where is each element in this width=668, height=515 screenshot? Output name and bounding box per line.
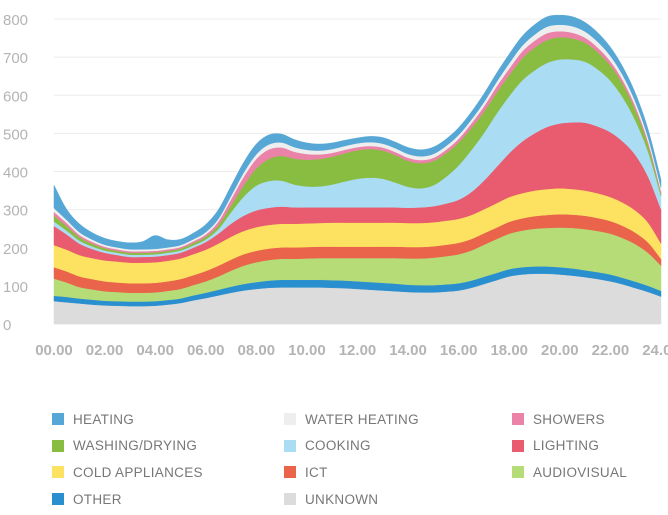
legend-item: ICT xyxy=(284,462,328,482)
legend-label: UNKNOWN xyxy=(305,491,379,507)
y-tick-label: 0 xyxy=(3,317,11,334)
legend-label: HEATING xyxy=(73,411,135,427)
legend-swatch xyxy=(52,439,64,452)
legend-swatch xyxy=(512,466,524,479)
y-tick-label: 400 xyxy=(3,165,28,182)
legend-label: COOKING xyxy=(305,438,371,454)
x-tick-label: 18.00 xyxy=(490,342,528,359)
y-axis-ticks: 0 100 200 300 400 500 600 700 800 xyxy=(3,12,28,334)
legend-label: AUDIOVISUAL xyxy=(533,464,628,480)
y-tick-label: 500 xyxy=(3,126,28,143)
legend-label: ICT xyxy=(305,464,328,480)
legend-swatch xyxy=(512,439,524,452)
legend-label: WATER HEATING xyxy=(305,411,419,427)
y-tick-label: 100 xyxy=(3,279,28,296)
legend-swatch xyxy=(284,466,296,479)
legend-swatch xyxy=(52,493,64,506)
area-series xyxy=(53,14,662,325)
legend-item: OTHER xyxy=(52,489,122,509)
legend-label: OTHER xyxy=(73,491,122,507)
legend-swatch xyxy=(52,413,64,425)
legend-item: AUDIOVISUAL xyxy=(512,462,627,482)
legend-item: COOKING xyxy=(284,436,371,456)
y-tick-label: 700 xyxy=(3,50,28,67)
legend-label: COLD APPLIANCES xyxy=(73,464,203,480)
legend-swatch xyxy=(52,466,64,479)
x-tick-label: 08.00 xyxy=(238,342,276,359)
legend-swatch xyxy=(512,413,524,425)
legend-item: HEATING xyxy=(52,409,134,429)
y-tick-label: 300 xyxy=(3,203,28,220)
stacked-area-chart: 0 100 200 300 400 500 600 700 800 00.00 02.00 04.0… xyxy=(3,12,668,359)
legend-item: WASHING/DRYING xyxy=(52,436,197,456)
legend-label: WASHING/DRYING xyxy=(73,438,198,454)
x-tick-label: 06.00 xyxy=(187,342,225,359)
y-tick-label: 600 xyxy=(3,88,28,105)
x-tick-label: 20.00 xyxy=(541,342,579,359)
legend-item: UNKNOWN xyxy=(284,489,378,509)
legend-item: COLD APPLIANCES xyxy=(52,462,203,482)
x-tick-label: 10.00 xyxy=(288,342,326,359)
x-tick-label: 14.00 xyxy=(389,342,427,359)
legend-label: SHOWERS xyxy=(533,411,605,427)
legend-item: SHOWERS xyxy=(512,409,605,429)
legend-item: LIGHTING xyxy=(512,436,599,456)
x-tick-label: 22.00 xyxy=(592,342,630,359)
x-tick-label: 02.00 xyxy=(86,342,124,359)
x-tick-label: 24.00 xyxy=(642,342,668,359)
legend-swatch xyxy=(284,413,296,425)
legend: HEATING WATER HEATING SHOWERS WASHING/DRYIN… xyxy=(0,405,668,515)
legend-swatch xyxy=(284,439,296,452)
x-tick-label: 00.00 xyxy=(35,342,73,359)
x-axis-ticks: 00.00 02.00 04.00 06.00 08.00 10.00 12.00 14.00… xyxy=(35,342,668,359)
area-heating xyxy=(53,14,662,250)
legend-swatch xyxy=(284,493,296,506)
x-tick-label: 12.00 xyxy=(339,342,377,359)
legend-item: WATER HEATING xyxy=(284,409,419,429)
y-tick-label: 800 xyxy=(3,12,28,29)
y-tick-label: 200 xyxy=(3,241,28,258)
legend-label: LIGHTING xyxy=(533,438,600,454)
x-tick-label: 04.00 xyxy=(136,342,174,359)
x-tick-label: 16.00 xyxy=(440,342,478,359)
